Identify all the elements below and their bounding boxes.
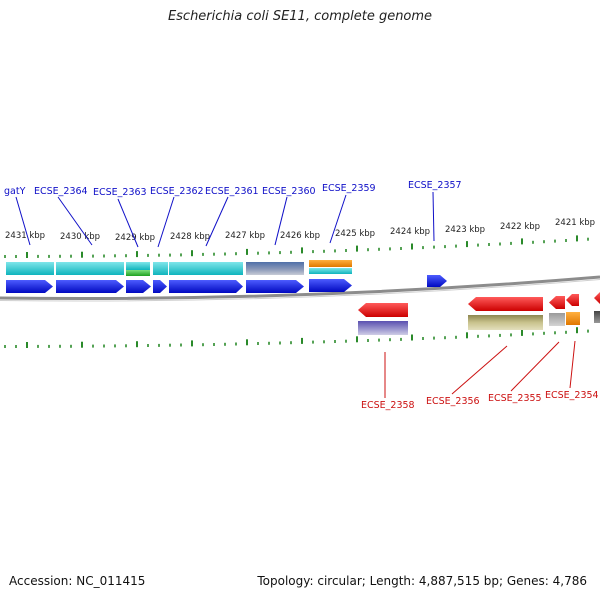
feature-bar-cyan bbox=[309, 268, 352, 274]
kbp-label: 2430 kbp bbox=[60, 232, 100, 242]
leader-line bbox=[329, 194, 347, 244]
forward-gene-labels: gatY ECSE_2364 ECSE_2363 ECSE_2362 ECSE_… bbox=[4, 180, 462, 198]
gene-label-gatY: gatY bbox=[4, 186, 26, 197]
gene-arrow-forward bbox=[6, 280, 53, 293]
feature-bar-purple bbox=[358, 321, 408, 335]
reverse-gene-arrows bbox=[358, 292, 600, 317]
reverse-label-leaders bbox=[384, 340, 576, 398]
kbp-label: 2429 kbp bbox=[115, 233, 155, 243]
kbp-label: 2425 kbp bbox=[335, 229, 375, 239]
feature-bar-cyan bbox=[6, 262, 54, 275]
gene-arrow-reverse bbox=[549, 296, 565, 309]
gene-label-ecse-2364: ECSE_2364 bbox=[34, 186, 88, 197]
feature-bar-olive bbox=[468, 315, 543, 330]
feature-bar-cyan bbox=[126, 262, 150, 270]
gene-arrow-forward bbox=[427, 275, 447, 287]
reverse-feature-bars bbox=[358, 311, 600, 335]
leader-line bbox=[157, 196, 175, 248]
leader-line bbox=[510, 341, 560, 392]
feature-bar-orange bbox=[309, 260, 352, 267]
map-title: Escherichia coli SE11, complete genome bbox=[167, 9, 433, 24]
feature-bar-cyan bbox=[56, 262, 124, 275]
feature-bar-cyan bbox=[169, 262, 243, 275]
forward-gene-arrows bbox=[6, 275, 447, 293]
kbp-label: 2421 kbp bbox=[555, 218, 595, 228]
gene-label-ecse-2355: ECSE_2355 bbox=[488, 393, 542, 404]
leader-line bbox=[451, 345, 508, 395]
gene-arrow-reverse bbox=[358, 303, 408, 317]
gene-arrow-forward bbox=[153, 280, 167, 293]
genome-backbone-shadow bbox=[0, 279, 600, 302]
leader-line bbox=[432, 191, 435, 242]
feature-bar-green bbox=[126, 270, 150, 276]
gene-arrow-forward bbox=[246, 280, 304, 293]
accession-text: Accession: NC_011415 bbox=[9, 574, 146, 588]
kbp-label: 2427 kbp bbox=[225, 231, 265, 241]
gene-label-ecse-2356: ECSE_2356 bbox=[426, 396, 480, 407]
feature-bar-orange bbox=[566, 312, 580, 325]
genome-backbone bbox=[0, 275, 600, 301]
gene-label-ecse-2360: ECSE_2360 bbox=[262, 186, 316, 197]
feature-bar-gray bbox=[549, 313, 565, 326]
feature-bar-cyan bbox=[153, 262, 168, 275]
kbp-label: 2424 kbp bbox=[390, 227, 430, 237]
gene-label-ecse-2358: ECSE_2358 bbox=[361, 400, 415, 411]
leader-line bbox=[569, 340, 576, 389]
leader-line bbox=[274, 196, 288, 246]
gene-arrow-forward bbox=[309, 279, 352, 292]
gene-arrow-forward bbox=[169, 280, 243, 293]
leader-line bbox=[57, 196, 93, 246]
forward-feature-bars bbox=[6, 260, 352, 276]
gene-label-ecse-2362: ECSE_2362 bbox=[150, 186, 204, 197]
kbp-label: 2428 kbp bbox=[170, 232, 210, 242]
feature-bar-dark bbox=[594, 311, 600, 323]
lower-tick-ruler bbox=[4, 327, 589, 348]
gene-label-ecse-2363: ECSE_2363 bbox=[93, 187, 147, 198]
kbp-label: 2422 kbp bbox=[500, 222, 540, 232]
topology-text: Topology: circular; Length: 4,887,515 bp… bbox=[257, 574, 587, 588]
gene-label-ecse-2357: ECSE_2357 bbox=[408, 180, 462, 191]
forward-label-leaders bbox=[15, 191, 435, 248]
feature-bar-steel bbox=[246, 262, 304, 275]
gene-arrow-reverse bbox=[468, 297, 543, 311]
gene-arrow-reverse bbox=[594, 292, 600, 304]
upper-tick-ruler bbox=[4, 235, 589, 258]
reverse-gene-labels: ECSE_2358 ECSE_2356 ECSE_2355 ECSE_2354 bbox=[361, 390, 599, 411]
gene-label-ecse-2359: ECSE_2359 bbox=[322, 183, 376, 194]
leader-line bbox=[117, 198, 139, 248]
kbp-labels: 2431 kbp 2430 kbp 2429 kbp 2428 kbp 2427… bbox=[5, 218, 595, 243]
kbp-label: 2426 kbp bbox=[280, 231, 320, 241]
gene-arrow-forward bbox=[126, 280, 151, 293]
gene-arrow-forward bbox=[56, 280, 124, 293]
gene-arrow-reverse bbox=[566, 294, 579, 306]
gene-label-ecse-2354: ECSE_2354 bbox=[545, 390, 599, 401]
leader-line bbox=[15, 196, 31, 246]
gene-label-ecse-2361: ECSE_2361 bbox=[205, 186, 259, 197]
kbp-label: 2423 kbp bbox=[445, 225, 485, 235]
kbp-label: 2431 kbp bbox=[5, 231, 45, 241]
leader-line bbox=[205, 196, 229, 247]
